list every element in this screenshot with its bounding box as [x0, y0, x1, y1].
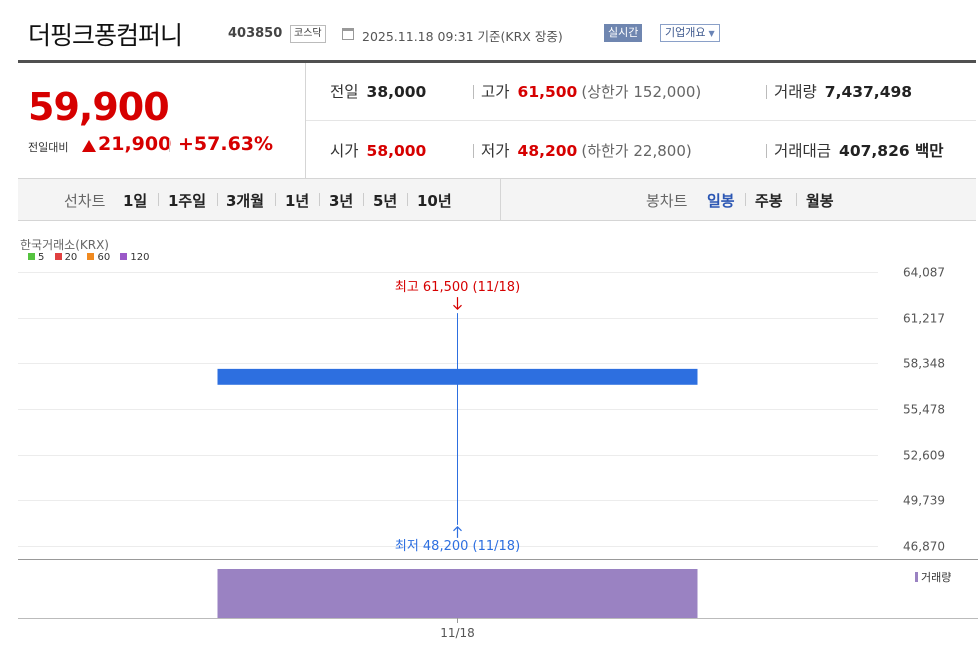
quote-datetime: 2025.11.18 09:31 기준(KRX 장중) [362, 29, 563, 44]
chevron-down-icon: ▼ [708, 29, 715, 38]
upper-limit: (상한가 152,000) [581, 83, 702, 101]
y-tick-label: 52,609 [903, 449, 945, 463]
high-annotation: 최고 61,500 (11/18) [395, 280, 520, 295]
ma-legend-60-label: 60 [97, 252, 111, 263]
volume-legend-swatch [915, 572, 918, 582]
chart-grid [18, 272, 978, 619]
ma-legend: 5 20 60 120 [28, 252, 157, 263]
ma-legend-20: 20 [54, 252, 78, 263]
period-tab-10y[interactable]: 10년 [417, 192, 452, 210]
chart-period-bar: 선차트 1일 1주일 3개월 1년 3년 5년 10년 봉차트 일봉 주봉 월봉 [18, 179, 976, 221]
legend-swatch [54, 253, 62, 260]
volume-legend: 거래량 [921, 571, 951, 584]
divider [473, 85, 474, 99]
company-overview-dropdown[interactable]: 기업개요 ▼ [660, 24, 720, 42]
candle-tab-monthly[interactable]: 월봉 [806, 192, 834, 210]
row-divider [306, 120, 976, 121]
calendar-icon [342, 28, 354, 40]
divider [363, 193, 364, 206]
volume: 거래량 7,437,498 [774, 80, 912, 102]
open-value: 58,000 [366, 142, 427, 160]
chart-marks: 최고 61,500 (11/18) 최저 48,200 (11/18) 거래량 11/… [217, 280, 951, 640]
candle-chart-label: 봉차트 [646, 192, 688, 210]
x-tick-label: 11/18 [440, 626, 475, 640]
current-price: 59,900 [28, 85, 170, 129]
y-tick-label: 49,739 [903, 494, 945, 508]
period-bar-divider [500, 179, 501, 220]
period-tab-5y[interactable]: 5년 [373, 192, 398, 210]
divider [745, 193, 746, 206]
change-percent: +57.63% [178, 133, 274, 155]
change-label: 전일대비 [28, 141, 69, 154]
volume-value: 7,437,498 [824, 83, 913, 101]
up-arrow-icon [453, 525, 462, 538]
open-label: 시가 [330, 142, 359, 160]
divider [158, 193, 159, 206]
legend-swatch [120, 253, 128, 260]
ma-legend-120: 120 [120, 252, 150, 263]
up-arrow-icon [82, 140, 96, 152]
low-annotation: 최저 48,200 (11/18) [395, 539, 520, 554]
amount-value: 407,826 백만 [839, 142, 944, 160]
candle-tab-weekly[interactable]: 주봉 [755, 192, 783, 210]
divider [766, 144, 767, 158]
low-label: 저가 [481, 142, 510, 160]
low-price: 저가 48,200 (하한가 22,800) [481, 139, 692, 161]
period-tab-1y[interactable]: 1년 [285, 192, 310, 210]
chart-source: 한국거래소(KRX) [20, 238, 109, 252]
ma-legend-5-label: 5 [38, 252, 45, 263]
divider [319, 193, 320, 206]
y-tick-label: 58,348 [903, 357, 945, 371]
high-label: 고가 [481, 83, 510, 101]
high-value: 61,500 [517, 83, 578, 101]
amount-label: 거래대금 [774, 142, 832, 160]
ma-legend-60: 60 [87, 252, 110, 263]
y-tick-label: 64,087 [903, 266, 945, 280]
market-badge: 코스닥 [290, 25, 326, 43]
company-name: 더핑크퐁컴퍼니 [28, 21, 183, 50]
divider [407, 193, 408, 206]
divider [766, 85, 767, 99]
legend-swatch [87, 253, 95, 260]
volume-label: 거래량 [774, 83, 817, 101]
y-tick-label: 46,870 [903, 540, 945, 554]
y-axis-labels: 64,087 61,217 58,348 55,478 52,609 49,739 46,8… [903, 266, 945, 554]
realtime-button[interactable]: 실시간 [604, 24, 643, 42]
open-price: 시가 58,000 [330, 139, 426, 161]
line-chart-label: 선차트 [64, 192, 106, 210]
prev-close: 전일 38,000 [330, 80, 426, 102]
period-tab-3y[interactable]: 3년 [329, 192, 354, 210]
period-tab-1w[interactable]: 1주일 [168, 192, 207, 210]
ma-legend-20-label: 20 [64, 252, 78, 263]
divider [796, 193, 797, 206]
period-tab-3m[interactable]: 3개월 [226, 192, 265, 210]
divider [473, 144, 474, 158]
overview-label: 기업개요 [665, 26, 706, 39]
y-tick-label: 61,217 [903, 312, 945, 326]
prev-close-value: 38,000 [366, 83, 427, 101]
high-price: 고가 61,500 (상한가 152,000) [481, 80, 701, 102]
divider [169, 138, 170, 152]
candle-tab-daily[interactable]: 일봉 [707, 192, 735, 210]
divider [275, 193, 276, 206]
legend-swatch [28, 253, 35, 260]
stock-code: 403850 [228, 26, 283, 41]
y-tick-label: 55,478 [903, 403, 945, 417]
prev-close-label: 전일 [330, 83, 359, 101]
lower-limit: (하한가 22,800) [581, 142, 692, 160]
divider [217, 193, 218, 206]
trading-amount: 거래대금 407,826 백만 [774, 139, 944, 161]
ma-legend-120-label: 120 [130, 252, 150, 263]
price-chart[interactable]: 64,087 61,217 58,348 55,478 52,609 49,739 46,8… [0, 232, 978, 651]
quote-summary: 59,900 전일대비 21,900 +57.63% 전일 38,000 고가 61… [18, 60, 976, 179]
current-price-panel: 59,900 전일대비 21,900 +57.63% [18, 63, 306, 179]
stock-header: 더핑크퐁컴퍼니 403850 코스닥 2025.11.18 09:31 기준(K… [0, 0, 978, 60]
low-value: 48,200 [517, 142, 578, 160]
ma-legend-5: 5 [28, 252, 44, 263]
period-tab-1d[interactable]: 1일 [123, 192, 148, 210]
candle-body [217, 368, 698, 385]
change-amount: 21,900 [98, 133, 172, 155]
volume-bar [217, 569, 698, 618]
down-arrow-icon [453, 297, 462, 311]
